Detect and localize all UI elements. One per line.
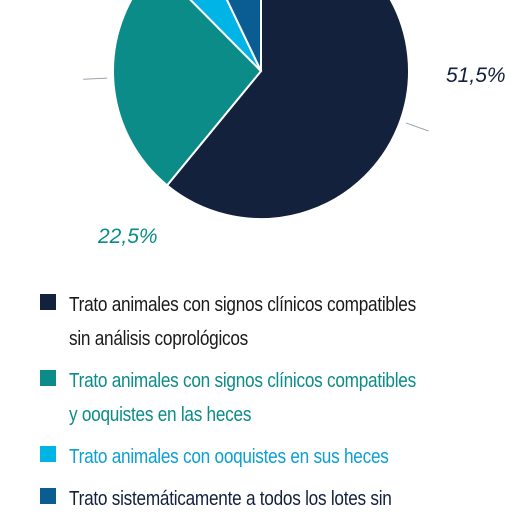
legend-line: Trato animales con signos clínicos compa… <box>69 294 416 316</box>
legend-line: Trato animales con ooquistes en sus hece… <box>69 446 389 468</box>
legend: Trato animales con signos clínicos compa… <box>40 288 510 524</box>
data-label-0: 51,5% <box>446 64 506 87</box>
legend-swatch-3 <box>40 488 56 504</box>
pie-slice-0 <box>165 0 410 220</box>
legend-swatch-2 <box>40 446 56 462</box>
legend-swatch-0 <box>40 294 56 310</box>
legend-line: Trato animales con signos clínicos compa… <box>69 370 416 392</box>
legend-item-1: Trato animales con signos clínicos compa… <box>40 364 510 432</box>
legend-text-1: Trato animales con signos clínicos compa… <box>69 364 448 432</box>
pie-slice-3 <box>225 0 262 72</box>
legend-swatch-1 <box>40 370 56 386</box>
legend-item-0: Trato animales con signos clínicos compa… <box>40 288 510 356</box>
leader-line-0 <box>405 122 429 132</box>
legend-item-3: Trato sistemáticamente a todos los lotes… <box>40 482 510 516</box>
legend-text-0: Trato animales con signos clínicos compa… <box>69 288 448 356</box>
legend-line: y ooquistes en las heces <box>69 404 252 426</box>
legend-text-2: Trato animales con ooquistes en sus hece… <box>69 440 448 474</box>
legend-line: sin análisis coprológicos <box>69 328 249 350</box>
leader-line-1 <box>83 77 108 80</box>
legend-line: Trato sistemáticamente a todos los lotes… <box>69 488 392 510</box>
legend-item-2: Trato animales con ooquistes en sus hece… <box>40 440 510 474</box>
pie-chart: 51,5% 22,5% <box>83 0 506 248</box>
legend-text-3: Trato sistemáticamente a todos los lotes… <box>69 482 448 516</box>
data-label-1: 22,5% <box>97 225 158 248</box>
pie-slice-1 <box>112 0 263 187</box>
pie-slice-2 <box>189 0 262 72</box>
